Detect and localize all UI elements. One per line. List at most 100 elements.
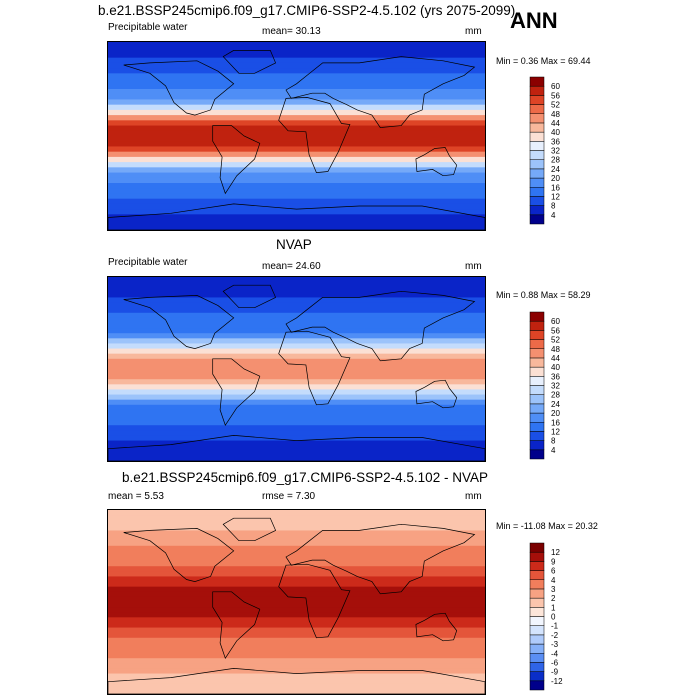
map-latitude-band <box>108 198 485 205</box>
continent-outline <box>222 50 277 74</box>
map-latitude-band <box>108 602 485 608</box>
panel1-minmax-label: Min = 0.36 Max = 69.44 <box>496 56 591 66</box>
panel2-title: NVAP <box>276 237 312 252</box>
colorbar-swatch <box>529 330 545 340</box>
panel3-title: b.e21.BSSP245cmip6.f09_g17.CMIP6-SSP2-4.… <box>122 470 488 485</box>
panel3-rmse-label: rmse = 7.30 <box>262 491 316 502</box>
panel1-map-svg <box>108 42 485 230</box>
map-latitude-band <box>108 617 485 624</box>
map-latitude-band <box>108 282 485 288</box>
colorbar-tick-label: 28 <box>551 156 560 165</box>
map-latitude-band <box>108 525 485 532</box>
map-latitude-band <box>108 520 485 526</box>
map-latitude-band <box>108 530 485 537</box>
map-latitude-band <box>108 302 485 309</box>
colorbar-tick-label: 52 <box>551 101 560 110</box>
colorbar-swatch <box>529 542 545 553</box>
map-latitude-band <box>108 338 485 345</box>
map-latitude-band <box>108 224 485 230</box>
colorbar-tick-label: 12 <box>551 548 560 557</box>
panel1-mean-label: mean= 30.13 <box>262 26 321 37</box>
map-latitude-band <box>108 193 485 200</box>
map-latitude-band <box>108 591 485 598</box>
map-latitude-band <box>108 343 485 350</box>
colorbar-tick-label: 16 <box>551 418 560 427</box>
continent-outline <box>285 56 476 128</box>
map-latitude-band <box>108 642 485 649</box>
map-latitude-band <box>108 566 485 572</box>
colorbar-swatch <box>529 440 545 451</box>
map-latitude-band <box>108 612 485 618</box>
colorbar-swatch <box>529 311 545 322</box>
map-latitude-band <box>108 556 485 562</box>
colorbar-swatch <box>529 607 545 617</box>
colorbar-swatch <box>529 431 545 441</box>
map-latitude-band <box>108 136 485 142</box>
map-latitude-band <box>108 130 485 137</box>
colorbar-swatch <box>529 625 545 636</box>
panel3-minmax-label: Min = -11.08 Max = 20.32 <box>496 521 598 531</box>
map-latitude-band <box>108 177 485 184</box>
colorbar-tick-label: 52 <box>551 336 560 345</box>
continent-outline <box>108 435 485 461</box>
map-latitude-band <box>108 57 485 64</box>
colorbar-swatch <box>529 616 545 626</box>
colorbar-swatch <box>529 394 545 405</box>
panel1-units-label: mm <box>465 26 482 37</box>
colorbar-tick-label: 0 <box>551 613 556 622</box>
colorbar-tick-label: 1 <box>551 603 556 612</box>
colorbar-tick-label: 36 <box>551 372 560 381</box>
map-latitude-band <box>108 571 485 578</box>
colorbar-tick-label: 32 <box>551 147 560 156</box>
map-latitude-band <box>108 62 485 69</box>
colorbar-tick-label: 9 <box>551 557 556 566</box>
map-latitude-band <box>108 688 485 694</box>
colorbar-tick-label: 12 <box>551 192 560 201</box>
colorbar-tick-label: -2 <box>551 631 559 640</box>
map-latitude-band <box>108 384 485 391</box>
colorbar-swatch <box>529 662 545 672</box>
colorbar-tick-label: 40 <box>551 128 560 137</box>
colorbar-tick-label: 56 <box>551 91 560 100</box>
map-latitude-band <box>108 358 485 365</box>
colorbar-swatch <box>529 422 545 432</box>
map-latitude-band <box>108 389 485 396</box>
colorbar-swatch <box>529 205 545 216</box>
colorbar-tick-label: 48 <box>551 345 560 354</box>
continent-outline <box>415 147 458 177</box>
map-latitude-band <box>108 622 485 629</box>
map-latitude-band <box>108 363 485 370</box>
colorbar-swatch <box>529 339 545 349</box>
map-latitude-band <box>108 146 485 153</box>
colorbar-tick-label: 20 <box>551 174 560 183</box>
map-latitude-band <box>108 99 485 106</box>
colorbar-tick-label: -4 <box>551 649 559 658</box>
colorbar-swatch <box>529 570 545 580</box>
continent-outline <box>278 330 351 406</box>
map-latitude-band <box>108 399 485 406</box>
panel3-units-label: mm <box>465 491 482 502</box>
colorbar-tick-label: 36 <box>551 137 560 146</box>
map-latitude-band <box>108 83 485 90</box>
panel3-colorbar: -12 -9 -6 -4 -3 -2 -1 0 1 2 3 4 6 9 12 <box>529 542 563 691</box>
map-latitude-band <box>108 455 485 461</box>
continent-outline <box>212 358 261 426</box>
continent-outline <box>123 295 235 349</box>
map-latitude-band <box>108 277 485 283</box>
map-latitude-band <box>108 333 485 339</box>
map-latitude-band <box>108 435 485 442</box>
map-latitude-band <box>108 415 485 421</box>
continent-outline <box>212 591 261 659</box>
map-latitude-band <box>108 540 485 547</box>
map-latitude-band <box>108 312 485 319</box>
colorbar-swatch <box>529 177 545 188</box>
map-latitude-band <box>108 450 485 457</box>
map-latitude-band <box>108 440 485 447</box>
colorbar-tick-label: 32 <box>551 382 560 391</box>
map-latitude-band <box>108 219 485 226</box>
plot-main-title: b.e21.BSSP245cmip6.f09_g17.CMIP6-SSP2-4.… <box>98 3 516 18</box>
map-latitude-band <box>108 369 485 375</box>
map-latitude-band <box>108 297 485 304</box>
map-latitude-band <box>108 183 485 189</box>
